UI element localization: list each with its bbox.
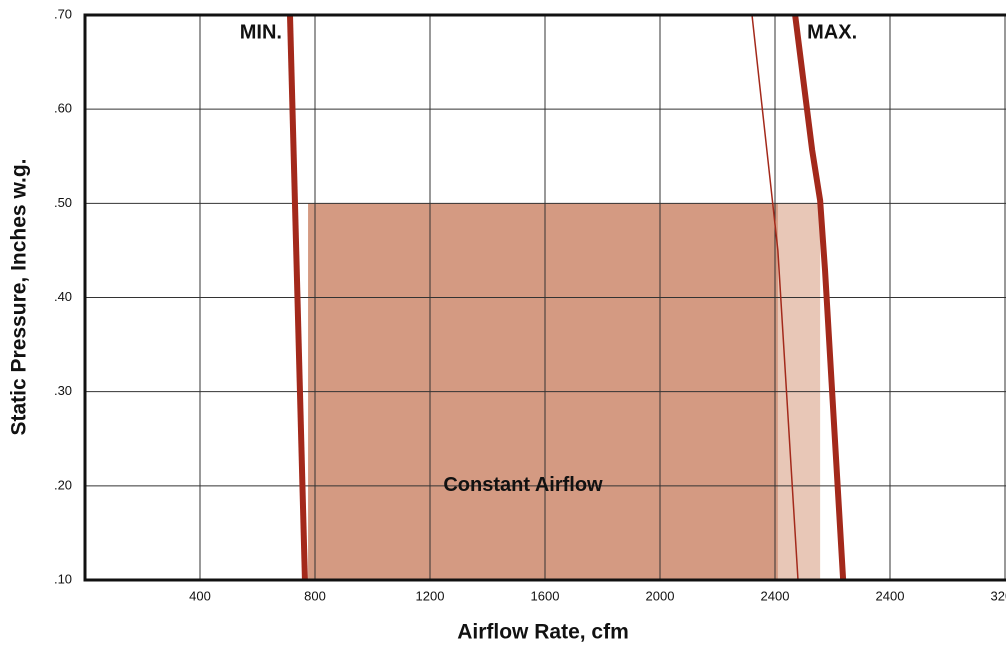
series-label: MAX. <box>807 21 857 43</box>
x-tick-label: 800 <box>304 588 326 603</box>
y-tick-label: .10 <box>54 571 72 586</box>
x-tick-label: 2400 <box>761 588 790 603</box>
y-tick-label: .20 <box>54 477 72 492</box>
y-tick-label: .50 <box>54 195 72 210</box>
x-tick-label: 3200 <box>991 588 1006 603</box>
x-tick-label: 2000 <box>646 588 675 603</box>
x-tick-label: 1600 <box>531 588 560 603</box>
y-tick-label: .70 <box>54 6 72 21</box>
series-line <box>286 14 308 581</box>
series-line <box>751 14 799 581</box>
axis-frame <box>83 13 1006 582</box>
x-tick-label: 400 <box>189 588 211 603</box>
y-tick-label: .40 <box>54 289 72 304</box>
series-line <box>792 14 847 581</box>
y-axis-title: Static Pressure, Inches w.g. <box>8 159 31 436</box>
y-tick-label: .60 <box>54 101 72 116</box>
region-label: Constant Airflow <box>443 474 603 496</box>
y-tick-label: .30 <box>54 383 72 398</box>
x-tick-label: 1200 <box>416 588 445 603</box>
x-tick-label: 2400 <box>876 588 905 603</box>
series-label: MIN. <box>240 21 282 43</box>
x-axis-title: Airflow Rate, cfm <box>457 621 629 644</box>
